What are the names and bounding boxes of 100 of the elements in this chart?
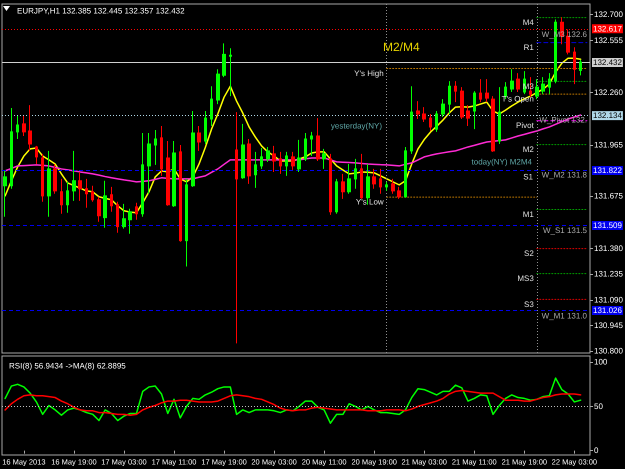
candlestick bbox=[35, 145, 38, 164]
candlestick bbox=[479, 78, 482, 103]
candlestick bbox=[435, 110, 438, 132]
candlestick bbox=[128, 208, 132, 234]
candlestick bbox=[347, 163, 351, 194]
candlestick bbox=[185, 178, 188, 268]
series-label: Y's High bbox=[354, 68, 384, 78]
candlestick bbox=[204, 110, 207, 144]
ref-line-label: 131.026 bbox=[593, 306, 622, 315]
y-tick-label: 131.965 bbox=[594, 140, 624, 150]
candlestick bbox=[72, 150, 76, 202]
candlestick bbox=[385, 181, 388, 192]
candlestick bbox=[416, 100, 420, 120]
series-label: M2 bbox=[522, 145, 534, 154]
candlestick bbox=[573, 46, 576, 85]
candlestick bbox=[310, 131, 313, 156]
candlestick bbox=[448, 80, 451, 115]
series-label: S3 bbox=[524, 300, 534, 309]
candlestick bbox=[147, 132, 151, 194]
candlestick bbox=[66, 181, 69, 214]
text: RSI(8) 56.9434 ->MA(8) 62.8895 bbox=[9, 362, 126, 370]
candlestick bbox=[410, 86, 413, 154]
candlestick bbox=[172, 140, 176, 208]
candlestick bbox=[222, 42, 226, 78]
y-tick-label: 131.090 bbox=[594, 295, 624, 304]
candlestick bbox=[53, 163, 57, 194]
candlestick bbox=[266, 146, 270, 162]
ref-line-label: 132.617 bbox=[593, 24, 622, 34]
series-label: Pivot bbox=[516, 121, 535, 130]
series-label: R1 bbox=[524, 43, 534, 52]
ref-line-label: 132.134 bbox=[593, 111, 622, 120]
candlestick bbox=[279, 151, 282, 174]
candlestick bbox=[491, 96, 495, 152]
candlestick bbox=[372, 168, 376, 190]
candlestick bbox=[354, 158, 357, 190]
candlestick bbox=[47, 150, 51, 218]
candlestick bbox=[122, 203, 126, 230]
y-tick-label: 50 bbox=[594, 402, 604, 411]
candlestick bbox=[485, 78, 489, 103]
candlestick bbox=[160, 126, 163, 176]
candlestick bbox=[397, 186, 401, 200]
candlestick bbox=[454, 80, 457, 103]
candlestick bbox=[241, 123, 245, 180]
chart-title: EURJPY,H1 132.385 132.445 132.357 132.432 bbox=[17, 6, 186, 16]
y-tick-label: 131.235 bbox=[594, 270, 624, 279]
series-label: M4 bbox=[522, 18, 534, 28]
candlestick bbox=[28, 104, 32, 152]
candlestick bbox=[548, 72, 551, 95]
candlestick bbox=[116, 201, 119, 234]
candlestick bbox=[379, 168, 382, 194]
candlestick bbox=[216, 68, 220, 105]
candlestick bbox=[329, 153, 332, 216]
ref-line-label: 132.432 bbox=[593, 58, 622, 67]
series-label: M1 bbox=[522, 210, 534, 220]
candlestick bbox=[441, 98, 445, 118]
candlestick bbox=[285, 151, 288, 176]
candlestick bbox=[579, 59, 582, 76]
series-label: S2 bbox=[524, 249, 534, 258]
y-tick-label: 0 bbox=[594, 446, 599, 456]
candlestick bbox=[535, 78, 539, 100]
candlestick bbox=[341, 173, 345, 200]
candlestick bbox=[179, 144, 182, 242]
candlestick bbox=[322, 148, 326, 170]
candlestick bbox=[210, 86, 213, 127]
candlestick bbox=[197, 126, 201, 152]
y-tick-label: 132.700 bbox=[594, 10, 624, 20]
candlestick bbox=[78, 171, 82, 202]
candlestick bbox=[97, 196, 101, 222]
candlestick bbox=[510, 68, 514, 93]
y-tick-label: 130.800 bbox=[594, 346, 624, 356]
candlestick bbox=[10, 107, 13, 190]
ref-line-label: 131.509 bbox=[593, 220, 622, 230]
candlestick bbox=[91, 185, 94, 202]
candlestick bbox=[516, 72, 520, 93]
annotation: W_S1 131.5 bbox=[542, 226, 588, 236]
candlestick bbox=[110, 186, 113, 212]
candlestick bbox=[404, 146, 407, 198]
annotation: today(NY) M2M4 bbox=[472, 158, 533, 166]
y-tick-label: 132.555 bbox=[594, 36, 624, 45]
candlestick bbox=[498, 86, 501, 144]
line-series bbox=[4, 390, 582, 416]
candlestick bbox=[191, 110, 195, 188]
candlestick bbox=[166, 140, 170, 206]
y-tick-label: 132.260 bbox=[594, 88, 624, 98]
candlestick bbox=[304, 132, 307, 162]
candlestick bbox=[154, 129, 157, 166]
annotation: W_M2 131.8 bbox=[542, 170, 588, 180]
annotation: M2/M4 bbox=[383, 40, 420, 54]
annotation: S1 bbox=[523, 172, 534, 182]
candlestick bbox=[297, 139, 301, 172]
series-label: MS3 bbox=[517, 274, 534, 284]
candlestick bbox=[22, 115, 26, 136]
candlestick bbox=[141, 132, 144, 218]
candlestick bbox=[473, 90, 476, 130]
candlestick bbox=[422, 106, 426, 122]
candlestick bbox=[254, 151, 257, 188]
y-tick-label: 131.380 bbox=[594, 244, 624, 253]
candlestick bbox=[391, 178, 395, 194]
candlestick bbox=[41, 153, 44, 202]
candlestick bbox=[16, 115, 19, 140]
